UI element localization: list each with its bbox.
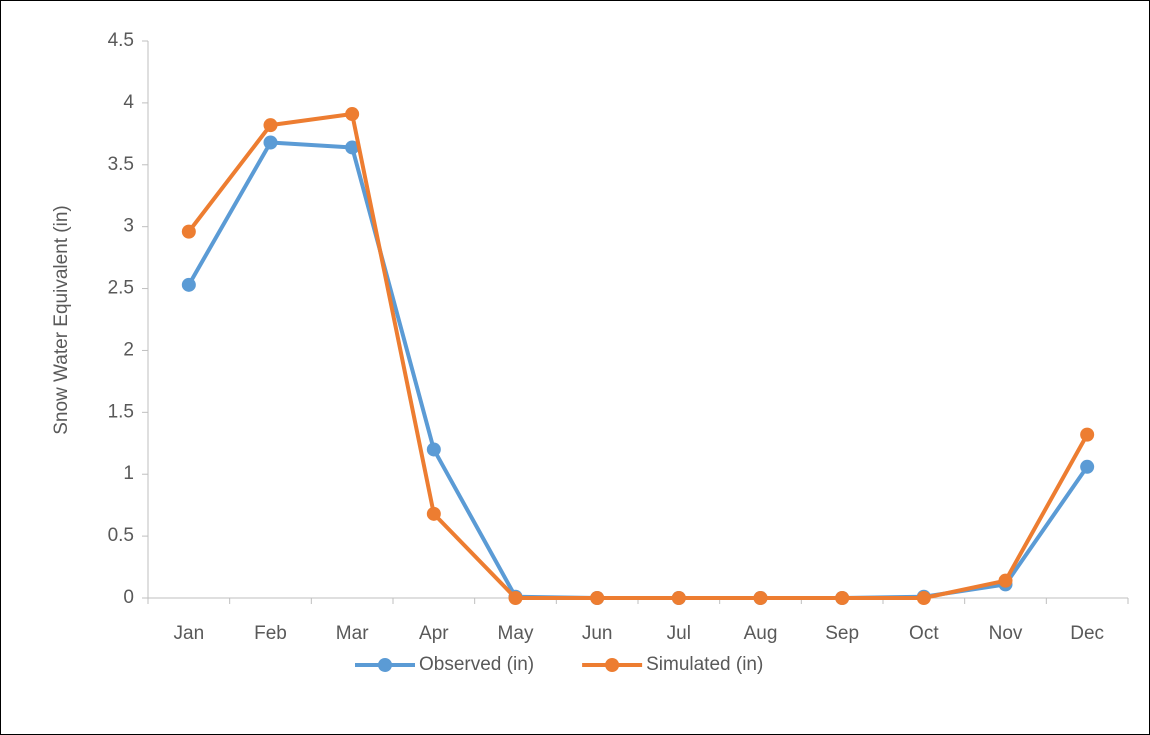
data-point: [508, 591, 523, 605]
x-tick-label: Dec: [1070, 623, 1104, 644]
data-point: [1080, 459, 1095, 474]
series-line: [187, 112, 1089, 600]
data-point: [263, 135, 278, 150]
y-tick-label: 4: [123, 92, 134, 113]
data-point: [1080, 427, 1095, 442]
y-tick-label: 0: [123, 587, 134, 608]
data-point: [181, 277, 196, 292]
y-tick-label: 2: [123, 339, 134, 360]
x-tick-label: Mar: [336, 623, 369, 644]
y-tick-label: 1.5: [108, 401, 134, 422]
data-point: [345, 107, 360, 122]
x-tick-label: Jan: [174, 623, 205, 644]
y-tick-label: 3: [123, 216, 134, 237]
y-axis-label: Snow Water Equivalent (in): [51, 205, 72, 435]
y-tick-label: 0.5: [108, 525, 134, 546]
x-tick-label: Aug: [744, 623, 778, 644]
data-point: [426, 506, 441, 521]
data-point: [671, 591, 686, 605]
y-tick-label: 2.5: [108, 278, 134, 299]
data-point: [590, 591, 605, 605]
x-tick-label: Oct: [909, 623, 939, 644]
x-tick-label: Feb: [254, 623, 287, 644]
x-tick-label: May: [498, 623, 534, 644]
data-point: [835, 591, 850, 605]
x-tick-label: Jun: [582, 623, 613, 644]
legend-marker: [378, 658, 392, 672]
data-point: [263, 118, 278, 133]
legend-marker: [605, 658, 620, 672]
x-tick-label: Jul: [667, 623, 691, 644]
data-point: [916, 591, 931, 605]
y-tick-label: 1: [123, 463, 134, 484]
legend-label: Observed (in): [419, 654, 534, 675]
data-point: [998, 573, 1013, 588]
x-tick-label: Nov: [989, 623, 1023, 644]
legend-label: Simulated (in): [646, 654, 763, 675]
y-tick-label: 4.5: [108, 30, 134, 51]
x-tick-label: Apr: [419, 623, 449, 644]
data-point: [426, 442, 441, 457]
data-point: [181, 224, 196, 239]
y-tick-label: 3.5: [108, 154, 134, 175]
data-point: [345, 140, 360, 155]
x-tick-label: Sep: [825, 623, 859, 644]
data-point: [753, 591, 768, 605]
